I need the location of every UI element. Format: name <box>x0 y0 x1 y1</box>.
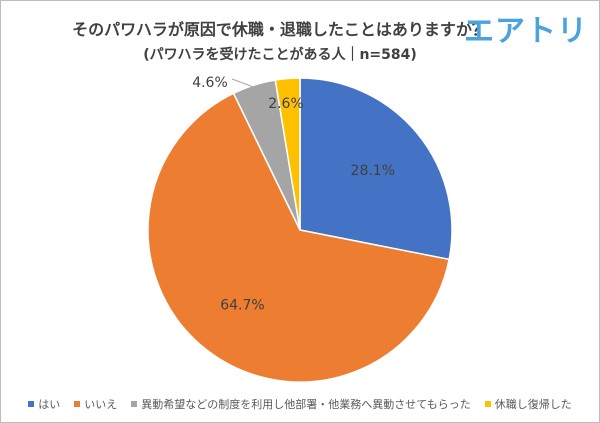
legend-item: はい <box>28 396 60 412</box>
data-label: 64.7% <box>220 298 264 314</box>
data-label: 4.6% <box>192 75 228 91</box>
legend-swatch <box>74 401 81 407</box>
legend-item: いいえ <box>74 396 117 412</box>
legend-item: 異動希望などの制度を利用し他部署・他業務へ異動させてもらった <box>131 396 471 412</box>
legend-label: はい <box>38 398 61 411</box>
chart-subtitle: (パワハラを受けたことがある人｜n=584) <box>143 47 417 63</box>
data-label: 28.1% <box>351 163 395 179</box>
legend-swatch <box>131 401 138 407</box>
pie-slice <box>299 77 453 261</box>
leader-line <box>231 78 255 88</box>
data-label: 2.6% <box>268 96 304 112</box>
legend-swatch <box>484 401 491 407</box>
legend-label: 異動希望などの制度を利用し他部署・他業務へ異動させてもらった <box>141 398 471 411</box>
pie-slice <box>147 92 451 383</box>
chart-title: そのパワハラが原因で休職・退職したことはありますか？ <box>72 20 488 39</box>
legend-label: 休職し復帰した <box>494 398 572 411</box>
pie-slice <box>274 77 301 231</box>
legend: はい いいえ 異動希望などの制度を利用し他部署・他業務へ異動させてもらった 休職し復帰… <box>0 396 600 412</box>
logo: エアトリ <box>464 14 588 49</box>
legend-swatch <box>28 401 35 407</box>
legend-label: いいえ <box>84 398 118 411</box>
legend-item: 休職し復帰した <box>484 396 572 412</box>
